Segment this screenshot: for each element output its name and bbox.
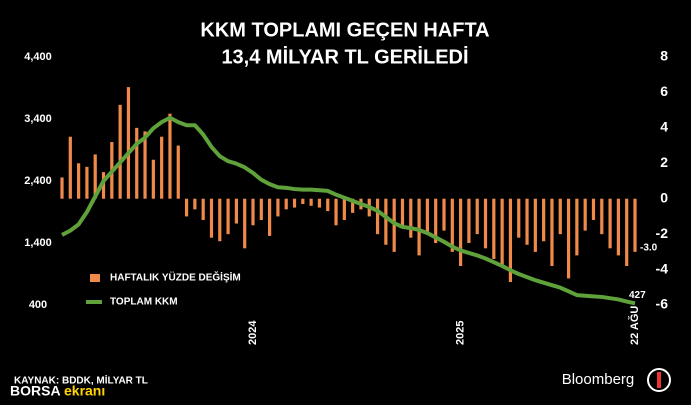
y2-tick-label: 0 — [660, 189, 668, 205]
bar — [566, 198, 571, 279]
brand-icon — [657, 372, 661, 388]
bar — [351, 198, 355, 213]
bar — [517, 198, 521, 238]
bar — [483, 198, 488, 249]
y2-tick-label: 6 — [660, 83, 668, 99]
bar — [550, 198, 554, 267]
bar — [276, 198, 280, 217]
bar — [268, 198, 272, 236]
bar — [425, 198, 429, 235]
x-tick-label: 22 AĞU — [628, 306, 641, 345]
y-tick-label: 3,400 — [24, 113, 52, 125]
x-tick-label: 2025 — [455, 321, 467, 345]
bar — [184, 198, 189, 217]
source: KAYNAK: BDDK, MİLYAR TL — [14, 374, 148, 387]
bar — [334, 198, 338, 226]
bar — [151, 159, 155, 199]
bar — [77, 163, 81, 199]
bar — [375, 198, 380, 235]
legend-label: TOPLAM KKM — [110, 297, 178, 308]
bar — [309, 198, 313, 206]
bar — [118, 104, 122, 199]
bar — [500, 198, 504, 267]
bar — [583, 198, 587, 231]
bar — [533, 198, 537, 252]
bar — [193, 198, 197, 210]
bar — [259, 198, 263, 220]
bar — [342, 198, 346, 220]
bar — [475, 198, 479, 235]
bar — [384, 198, 388, 245]
y2-tick-label: -2 — [656, 225, 669, 241]
bar — [68, 136, 72, 199]
bar — [218, 198, 222, 242]
brand-icon — [647, 368, 671, 392]
y-tick-label: 400 — [29, 299, 47, 311]
bar — [467, 198, 471, 243]
bar — [284, 198, 288, 210]
bar — [525, 198, 529, 245]
bar — [126, 87, 131, 199]
bar — [243, 198, 247, 249]
bar — [409, 198, 413, 238]
legend-swatch — [90, 274, 100, 282]
data-label: 427 — [629, 290, 646, 301]
bar — [160, 136, 164, 199]
bar — [176, 145, 180, 199]
bar — [558, 198, 562, 235]
bar — [251, 198, 255, 226]
bar — [608, 198, 612, 249]
bar — [625, 198, 629, 267]
bar — [508, 198, 513, 282]
y2-tick-label: 4 — [660, 119, 668, 135]
bar — [101, 172, 106, 199]
line — [61, 115, 636, 306]
y-tick-label: 2,400 — [24, 175, 52, 187]
chart-title: 13,4 MİLYAR TL GERİLEDİ — [221, 45, 468, 68]
x-tick-label: 2024 — [247, 320, 259, 345]
bar — [234, 198, 238, 224]
y2-tick-label: 8 — [660, 48, 668, 64]
bar — [616, 198, 620, 256]
bar — [209, 198, 214, 238]
bar — [168, 113, 172, 199]
bar — [459, 198, 463, 267]
bar — [143, 131, 147, 199]
bar — [301, 198, 305, 205]
watermark: BORSA — [10, 383, 61, 399]
bar — [226, 198, 230, 235]
bar — [317, 198, 322, 208]
bar — [442, 198, 446, 231]
data-label: -3.0 — [640, 242, 658, 253]
y2-tick-label: 2 — [660, 154, 668, 170]
y2-tick-label: -6 — [656, 296, 669, 312]
bar — [575, 198, 579, 256]
bar — [633, 198, 637, 252]
bar — [201, 198, 205, 220]
bar — [60, 177, 64, 199]
chart-title: KKM TOPLAMI GEÇEN HAFTA — [200, 19, 489, 41]
y-tick-label: 4,400 — [24, 51, 52, 63]
bar — [135, 127, 139, 199]
bar — [434, 198, 438, 243]
bar — [400, 198, 405, 228]
bar — [450, 198, 454, 252]
bar — [326, 198, 330, 212]
y-tick-label: 1,400 — [24, 237, 52, 249]
bar — [292, 198, 297, 208]
bar — [591, 198, 596, 220]
watermark: ekranı — [64, 383, 105, 399]
bar — [417, 198, 421, 256]
bar — [93, 154, 97, 199]
bar — [542, 198, 546, 242]
bar — [85, 166, 89, 199]
bar — [492, 198, 496, 259]
bar — [600, 198, 604, 235]
y2-tick-label: -4 — [656, 260, 669, 276]
brand: Bloomberg — [562, 371, 635, 388]
legend-label: HAFTALIK YÜZDE DEĞİŞİM — [110, 271, 241, 284]
